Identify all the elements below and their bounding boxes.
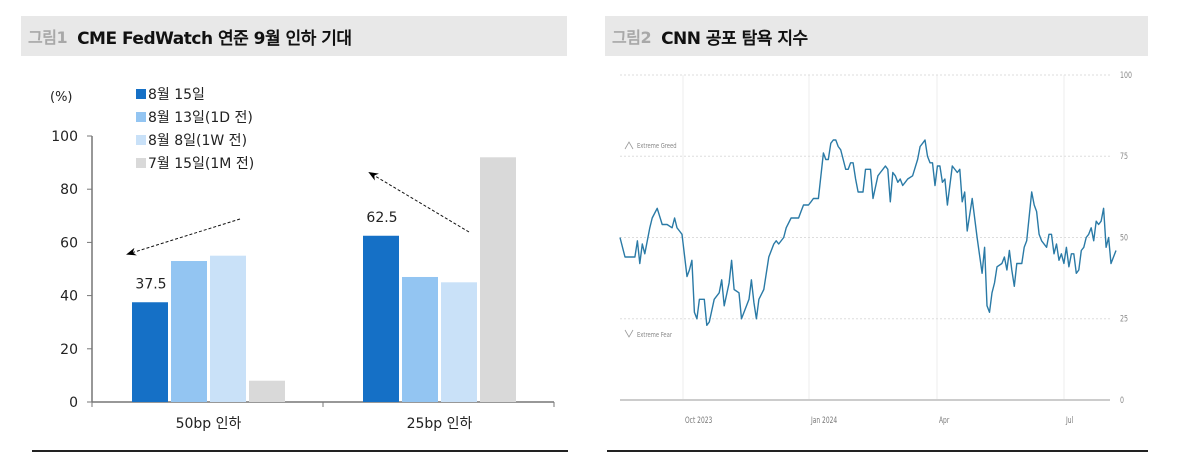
trend-arrow-25bp (368, 171, 470, 233)
y-tick-label: 40 (60, 289, 78, 305)
trend-arrow-50bp (126, 218, 241, 256)
x-tick-label: Jan 2024 (810, 415, 837, 425)
legend-swatch (136, 135, 146, 145)
bar (402, 276, 438, 402)
y-tick-label: 50 (1120, 232, 1128, 242)
figure-2-title-bar: 그림2 CNN 공포 탐욕 지수 (605, 16, 1148, 56)
figure-1-title: CME FedWatch 연준 9월 인하 기대 (77, 28, 352, 49)
bar (210, 255, 246, 402)
extreme-fear-label: Extreme Fear (624, 329, 672, 339)
x-tick-label: Apr (939, 415, 950, 425)
y-tick-label: 60 (60, 235, 78, 251)
legend-label: 8월 8일(1W 전) (148, 133, 247, 149)
bar (441, 282, 477, 402)
fear-greed-line (619, 139, 1117, 326)
caret-up-icon (624, 141, 634, 150)
legend-label: 8월 13일(1D 전) (148, 110, 253, 126)
x-category-label: 25bp 인하 (407, 416, 473, 432)
legend-label: 7월 15일(1M 전) (148, 156, 254, 172)
fear-greed-line-chart: Oct 2023 Jan 2024 Apr Jul 0 25 50 75 100 Extreme … (619, 70, 1132, 425)
legend-swatch (136, 112, 146, 122)
y-tick-label: 20 (60, 342, 78, 358)
svg-text:Extreme Fear: Extreme Fear (637, 331, 672, 339)
bar-value-label: 37.5 (135, 276, 166, 292)
svg-text:Extreme Greed: Extreme Greed (637, 142, 677, 150)
x-tick-label: Oct 2023 (685, 415, 713, 425)
y-tick-label: 100 (51, 129, 78, 145)
y-tick-label: 0 (1120, 395, 1124, 405)
bar (132, 302, 168, 402)
figure-2-bottom-rule (607, 450, 1148, 452)
figure-1-number: 그림1 (28, 28, 68, 47)
bar-value-label: 62.5 (366, 210, 397, 226)
caret-down-icon (624, 329, 634, 338)
bar (171, 261, 207, 402)
bar (363, 235, 399, 402)
fedwatch-bar-chart: (%) 0 20 40 60 80 100 50bp 인하 37.5 25bp 인하 62.5 8월 … (50, 87, 555, 432)
y-axis-unit-label: (%) (50, 90, 73, 105)
y-tick-label: 100 (1120, 70, 1132, 80)
figure-2-number: 그림2 (612, 28, 652, 47)
x-tick-label: Jul (1065, 415, 1073, 425)
y-tick-label: 0 (69, 395, 78, 411)
figure-2-title: CNN 공포 탐욕 지수 (661, 28, 808, 49)
legend-swatch (136, 89, 146, 99)
bar (249, 380, 285, 402)
y-tick-label: 75 (1120, 151, 1128, 161)
legend-swatch (136, 158, 146, 168)
figure-1-bottom-rule (32, 450, 568, 452)
y-tick-label: 80 (60, 182, 78, 198)
y-tick-label: 25 (1120, 314, 1128, 324)
extreme-greed-label: Extreme Greed (624, 141, 677, 150)
figure-1-panel: 그림1 CME FedWatch 연준 9월 인하 기대 (%) 0 20 40 60 8… (21, 16, 568, 452)
bar (480, 157, 516, 402)
figure-1-title-bar: 그림1 CME FedWatch 연준 9월 인하 기대 (21, 16, 567, 56)
figure-2-panel: 그림2 CNN 공포 탐욕 지수 Oct 2023 Jan 2024 Apr Jul 0… (600, 0, 1200, 456)
x-category-label: 50bp 인하 (176, 416, 242, 432)
legend-label: 8월 15일 (148, 87, 205, 103)
